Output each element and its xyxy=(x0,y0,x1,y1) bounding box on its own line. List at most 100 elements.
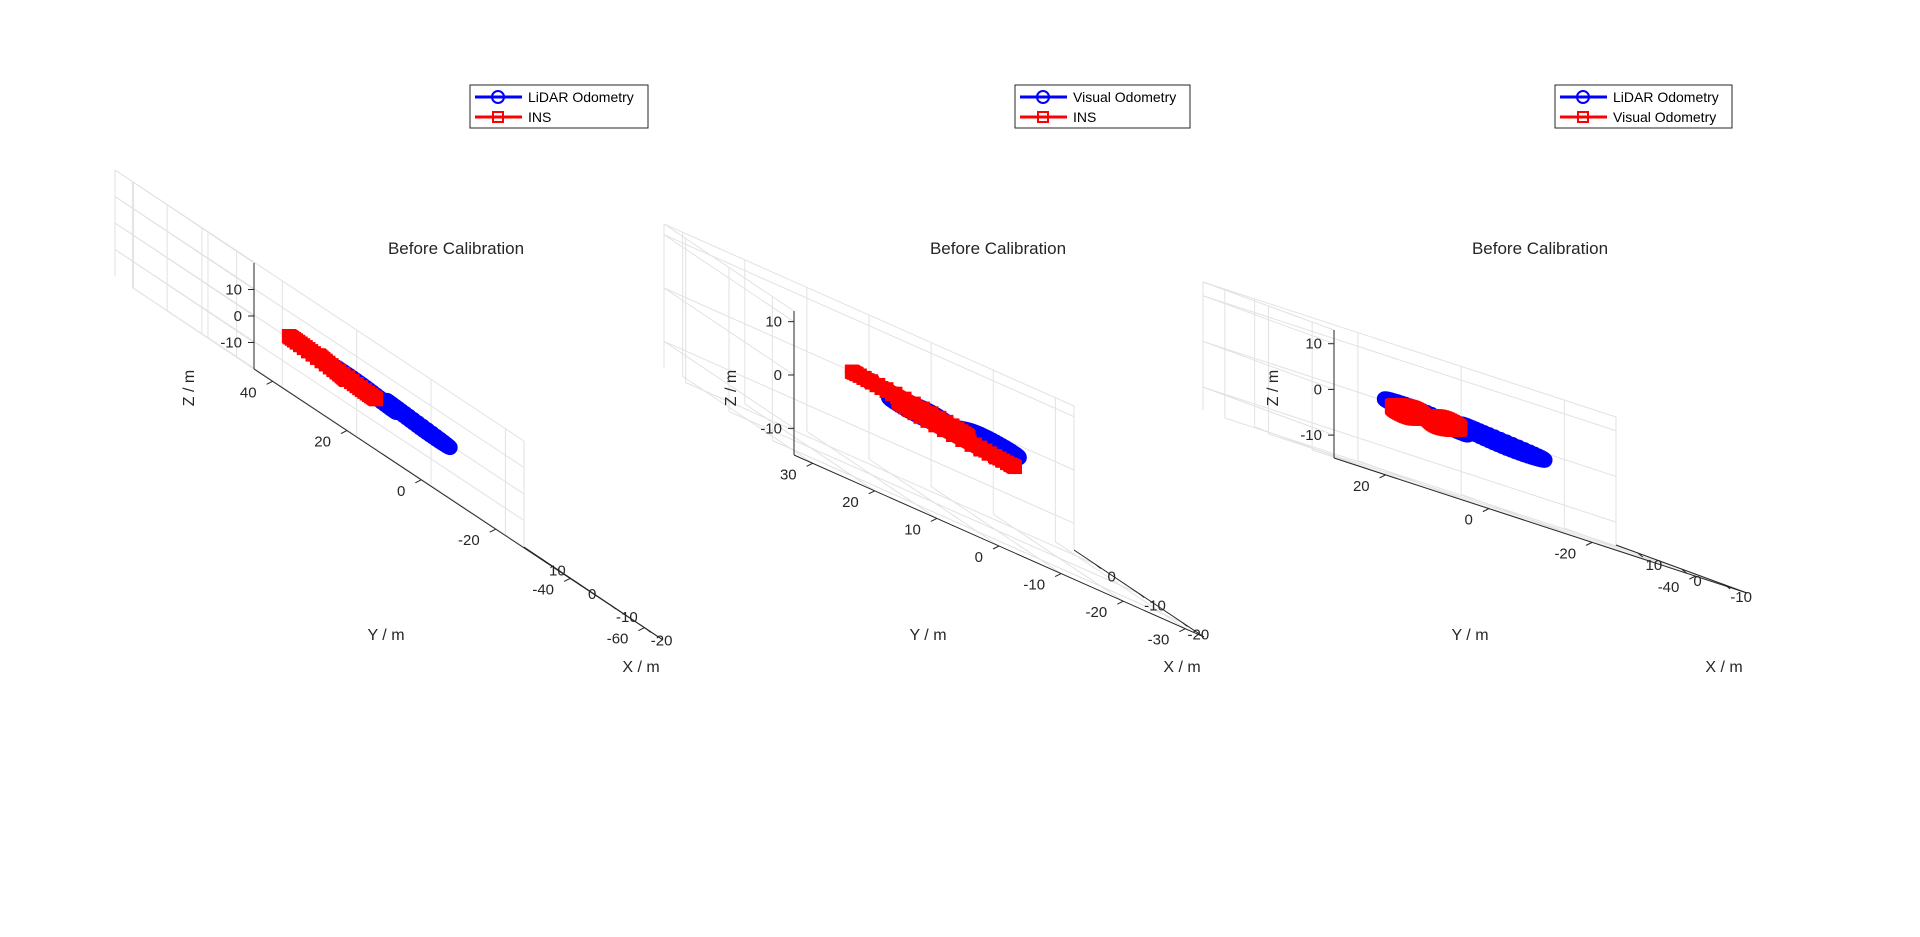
trajectory-marker xyxy=(932,410,947,425)
grid-line-z-back xyxy=(114,222,255,317)
trajectory-marker xyxy=(924,406,939,421)
grid-line-x-floor xyxy=(1312,449,1726,586)
y-tick-mark xyxy=(638,627,645,632)
legend-label: LiDAR Odometry xyxy=(528,89,634,105)
legend-marker xyxy=(1037,111,1049,123)
box-edge xyxy=(663,223,795,312)
x-tick-mark xyxy=(1681,568,1687,574)
legend-label: LiDAR Odometry xyxy=(1613,89,1719,105)
trajectory-marker xyxy=(939,414,954,429)
x-tick-label: 0 xyxy=(1693,573,1701,590)
legend-label: INS xyxy=(528,109,551,125)
trajectory-marker xyxy=(1003,458,1018,473)
legend-marker xyxy=(1036,90,1050,104)
legend: Visual Odometry INS xyxy=(1014,84,1191,129)
x-tick-label: -20 xyxy=(651,632,673,649)
y-tick-label: 20 xyxy=(1353,478,1370,495)
y-tick-mark xyxy=(1179,628,1186,633)
box-edge xyxy=(1202,281,1617,418)
grid-line-y-floor xyxy=(1564,527,1696,577)
y-tick-label: -20 xyxy=(458,532,480,549)
grid-line-z-back xyxy=(1202,386,1335,436)
grid-line-y-floor xyxy=(930,486,1062,574)
y-tick-label: -10 xyxy=(1023,577,1045,594)
subplot-1: -20 -10 0 10 -60 -40 -20 0 20 40 -10 0 10 X / m Y / m Z… xyxy=(114,84,673,676)
series-visual-odometry xyxy=(1384,397,1468,438)
grid-line-z-back xyxy=(114,196,255,290)
y-axis-line xyxy=(1333,457,1748,594)
series-ins xyxy=(281,329,384,407)
y-tick-mark xyxy=(340,430,348,435)
x-tick-mark xyxy=(1138,593,1145,598)
y-tick-mark xyxy=(415,479,422,484)
y-tick-label: 20 xyxy=(314,434,331,451)
grid-line-z-back xyxy=(663,234,795,323)
y-tick-mark xyxy=(1379,474,1386,479)
trajectory-marker xyxy=(856,370,871,385)
grid-line-x-floor xyxy=(1224,417,1638,554)
y-axis-label: Y / m xyxy=(1451,627,1488,644)
z-tick-label: 10 xyxy=(225,282,242,299)
trajectory-marker xyxy=(897,391,912,406)
grid-line-x-floor xyxy=(1268,433,1682,570)
legend-marker xyxy=(492,111,504,123)
grid-line-y-floor xyxy=(682,375,813,464)
y-tick-label: 0 xyxy=(1465,512,1473,529)
x-tick-label: 10 xyxy=(1645,557,1662,574)
z-tick-label: -10 xyxy=(760,420,782,437)
trajectory-marker xyxy=(957,426,972,441)
x-axis-label: X / m xyxy=(1705,659,1742,676)
x-tick-label: -10 xyxy=(1144,598,1166,615)
y-tick-label: -20 xyxy=(1554,545,1576,562)
x-tick-mark xyxy=(541,558,547,564)
trajectory-marker xyxy=(1384,399,1399,414)
grid-line-y-floor xyxy=(868,458,1000,547)
y-tick-mark xyxy=(1054,573,1062,578)
x-tick-label: -10 xyxy=(1730,589,1752,606)
grid-line-z-back xyxy=(1202,340,1335,390)
grid-line-z-back xyxy=(663,287,795,376)
box-edge xyxy=(663,223,1075,407)
legend-label: Visual Odometry xyxy=(1073,89,1176,105)
y-tick-mark xyxy=(1585,541,1593,546)
grid-line-z-back xyxy=(1202,295,1335,345)
grid-line-z-side xyxy=(1202,295,1617,432)
legend-box xyxy=(1014,84,1191,129)
y-tick-label: 0 xyxy=(397,483,405,500)
x-tick-label: 0 xyxy=(1107,569,1115,586)
y-tick-label: 10 xyxy=(904,521,921,538)
z-tick-label: 10 xyxy=(1305,336,1322,353)
y-tick-mark xyxy=(930,517,938,522)
x-tick-mark xyxy=(1637,552,1644,558)
trajectory-marker xyxy=(988,450,1003,465)
grid-line-z-side xyxy=(663,340,1075,524)
x-tick-label: -20 xyxy=(1187,627,1209,644)
y-tick-mark xyxy=(1117,600,1124,605)
x-tick-mark xyxy=(1724,584,1731,590)
y-tick-mark xyxy=(868,490,875,495)
y-axis-label: Y / m xyxy=(909,627,946,644)
y-tick-label: -60 xyxy=(607,631,629,648)
grid-line-y-floor xyxy=(1254,426,1386,476)
z-axis-label: Z / m xyxy=(723,370,740,406)
box-edge xyxy=(114,169,255,264)
trajectory-marker xyxy=(906,396,921,411)
z-axis-label: Z / m xyxy=(1265,370,1282,406)
x-tick-mark xyxy=(610,604,617,610)
legend-marker xyxy=(1577,111,1589,123)
legend-label: Visual Odometry xyxy=(1613,109,1716,125)
y-tick-mark xyxy=(992,545,1000,550)
x-tick-mark xyxy=(575,581,582,587)
z-axis-label: Z / m xyxy=(181,370,198,406)
grid-line-y-floor xyxy=(744,403,876,492)
y-tick-mark xyxy=(806,462,813,467)
y-axis-line xyxy=(253,368,664,641)
y-tick-label: -30 xyxy=(1148,632,1170,649)
z-tick-label: 10 xyxy=(765,314,782,331)
z-tick-label: 0 xyxy=(234,308,242,325)
y-tick-label: -40 xyxy=(1658,579,1680,596)
y-tick-label: -20 xyxy=(1086,604,1108,621)
y-tick-label: 20 xyxy=(842,494,859,511)
y-tick-mark xyxy=(1689,575,1696,580)
